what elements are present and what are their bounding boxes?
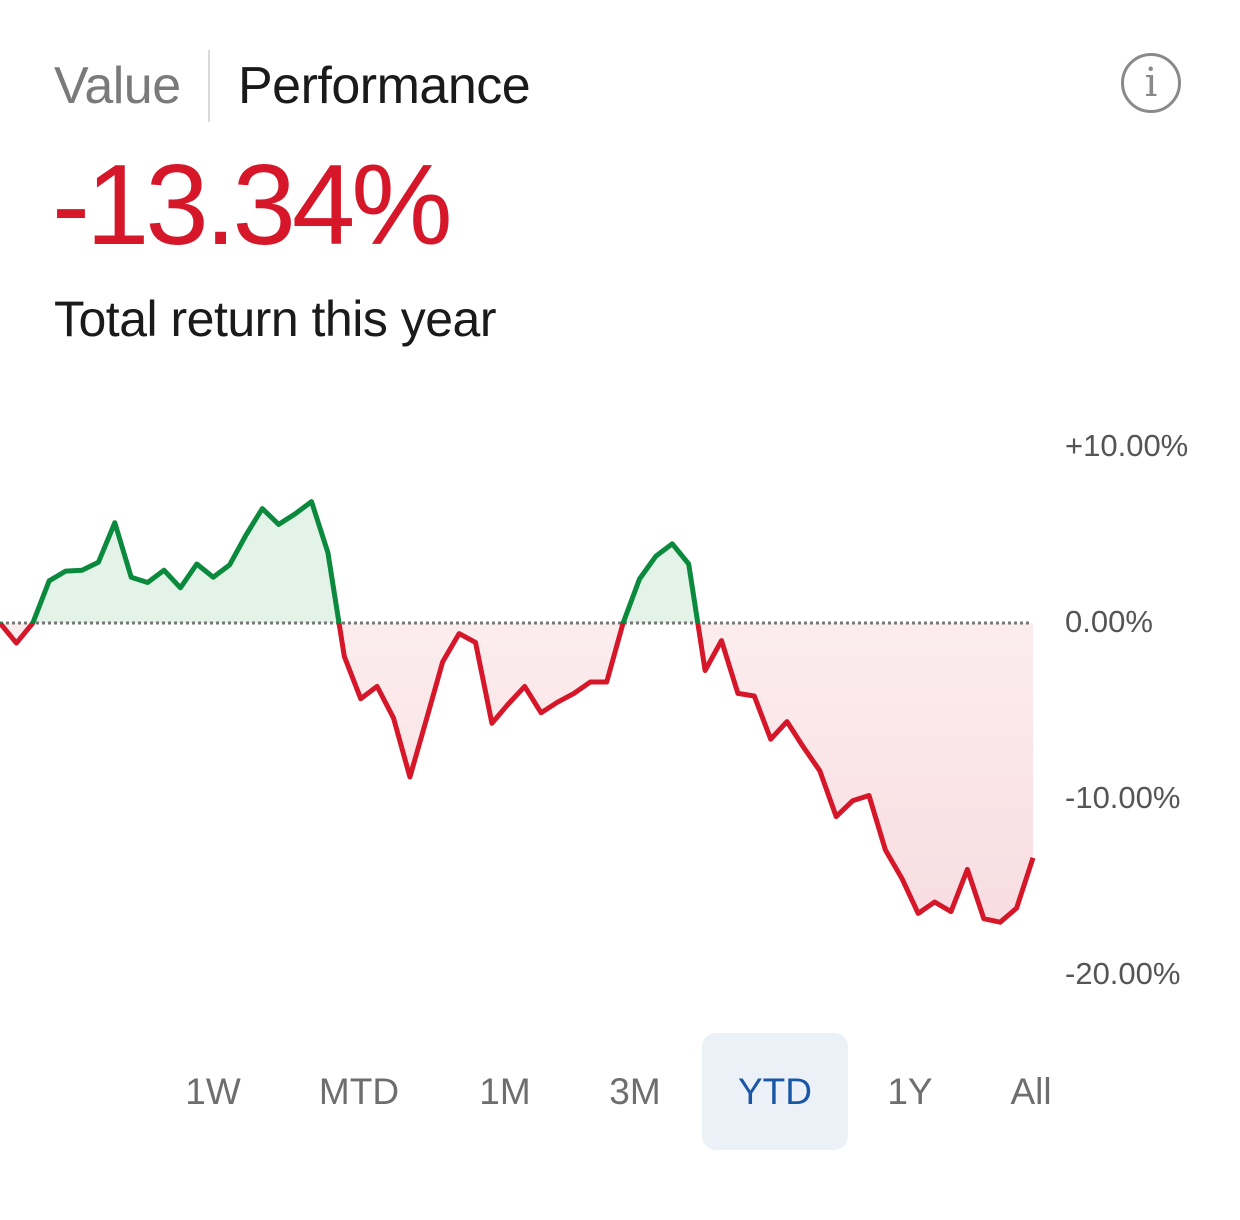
y-tick-label: -10.00%: [1065, 780, 1180, 815]
positive-area: [0, 501, 1033, 623]
range-1w[interactable]: 1W: [185, 1071, 241, 1112]
tab-divider: [208, 50, 210, 122]
tab-performance[interactable]: Performance: [238, 57, 531, 115]
y-tick-label: 0.00%: [1065, 604, 1153, 639]
range-all[interactable]: All: [1010, 1071, 1052, 1112]
y-tick-label: +10.00%: [1065, 428, 1188, 463]
series-line-positive: [0, 499, 701, 623]
series-line-negative: [0, 623, 1036, 925]
info-icon[interactable]: i: [1121, 53, 1181, 113]
tab-value[interactable]: Value: [54, 57, 181, 115]
range-ytd[interactable]: YTD: [702, 1033, 848, 1150]
range-3m[interactable]: 3M: [609, 1071, 661, 1112]
range-1m[interactable]: 1M: [479, 1071, 531, 1112]
range-mtd[interactable]: MTD: [318, 1071, 400, 1112]
total-return-caption: Total return this year: [54, 291, 496, 347]
range-1y[interactable]: 1Y: [887, 1071, 933, 1112]
performance-chart: +10.00% 0.00% -10.00% -20.00%: [0, 428, 1188, 991]
negative-area: [0, 623, 1033, 923]
total-return-value: -13.34%: [52, 142, 453, 269]
y-tick-label: -20.00%: [1065, 956, 1180, 991]
